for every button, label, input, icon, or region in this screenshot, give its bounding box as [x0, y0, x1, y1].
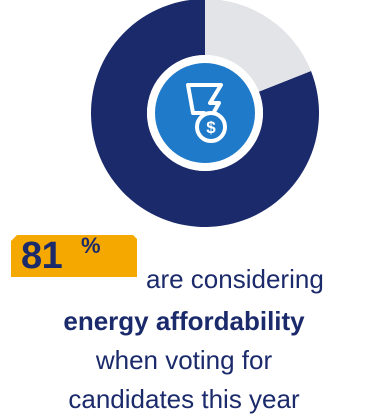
donut-slice-2: [205, 0, 311, 92]
donut-slice-1: [91, 0, 319, 227]
percentage-tag: 81 %: [11, 233, 137, 277]
donut-slices: [91, 0, 319, 227]
lightning-dollar-icon: $: [186, 83, 227, 143]
percentage-sign: %: [81, 233, 101, 258]
donut-chart: $: [91, 0, 319, 227]
stat-text-line-2: energy affordability: [63, 306, 305, 336]
stat-text-line-1: are considering: [146, 264, 324, 294]
stat-text-line-4: candidates this year: [68, 384, 300, 414]
percentage-value: 81: [21, 235, 63, 277]
stat-block: 81 % are considering energy affordabilit…: [0, 233, 368, 417]
tag-shape: [11, 235, 137, 277]
svg-text:$: $: [206, 118, 216, 137]
stat-text-line-3: when voting for: [95, 345, 273, 375]
